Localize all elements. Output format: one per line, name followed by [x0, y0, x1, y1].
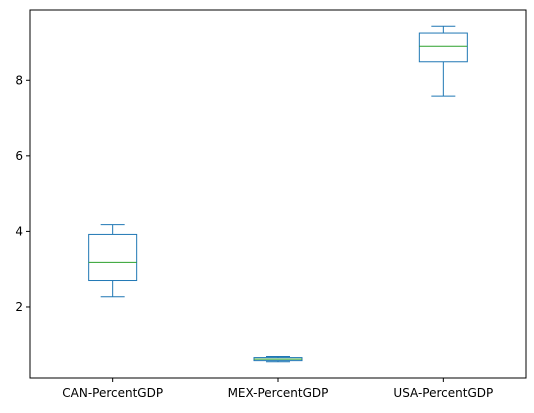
- y-tick-label: 4: [15, 224, 23, 238]
- plot-area: [30, 10, 526, 378]
- boxes: [88, 25, 468, 363]
- x-tick-label: CAN-PercentGDP: [62, 386, 163, 400]
- y-tick-label: 8: [15, 73, 23, 87]
- box-mex-percentgdp: [253, 355, 303, 363]
- x-tick-label: MEX-PercentGDP: [228, 386, 329, 400]
- x-axis: CAN-PercentGDP MEX-PercentGDP USA-PercentG…: [62, 378, 493, 400]
- plot-frame: [29, 9, 527, 379]
- box-usa-percentgdp: [418, 25, 468, 97]
- y-tick-label: 6: [15, 149, 23, 163]
- y-axis: 2 4 6 8: [15, 73, 30, 314]
- box-can-percentgdp: [88, 224, 138, 298]
- iqr-box: [418, 32, 468, 63]
- iqr-box: [88, 233, 138, 282]
- x-tick-label: USA-PercentGDP: [393, 386, 493, 400]
- y-tick-label: 2: [15, 300, 23, 314]
